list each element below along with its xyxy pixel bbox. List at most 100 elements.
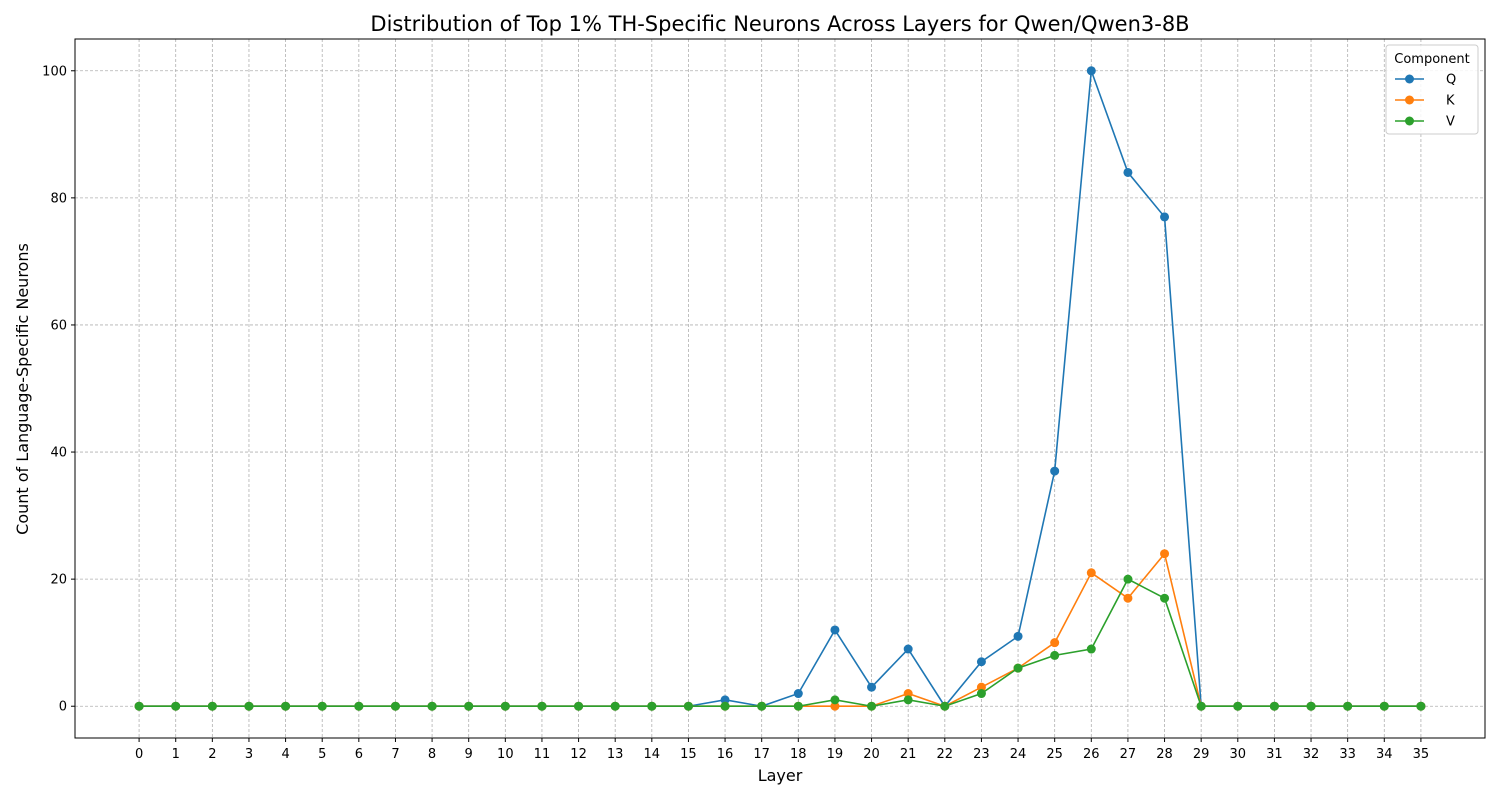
series-v-point bbox=[1416, 701, 1426, 711]
x-tick-label: 23 bbox=[973, 747, 990, 762]
x-tick-label: 25 bbox=[1046, 747, 1063, 762]
x-tick-label: 33 bbox=[1339, 747, 1356, 762]
x-tick-label: 30 bbox=[1230, 747, 1247, 762]
series-v-point bbox=[793, 701, 803, 711]
x-tick-label: 32 bbox=[1303, 747, 1320, 762]
series-q-point bbox=[1086, 66, 1096, 76]
series-k-point bbox=[1123, 593, 1133, 603]
series-v-point bbox=[1160, 593, 1170, 603]
series-v-point bbox=[1123, 574, 1133, 584]
series-q-point bbox=[830, 625, 840, 635]
legend-marker-k bbox=[1405, 95, 1414, 105]
series-q-point bbox=[1160, 212, 1170, 222]
series-v-point bbox=[1379, 701, 1389, 711]
series-v-point bbox=[1343, 701, 1353, 711]
x-tick-label: 19 bbox=[827, 747, 844, 762]
x-tick-label: 26 bbox=[1083, 747, 1100, 762]
series-v-point bbox=[354, 701, 364, 711]
x-tick-label: 29 bbox=[1193, 747, 1210, 762]
y-tick-label: 100 bbox=[42, 64, 67, 79]
y-axis-label: Count of Language-Specific Neurons bbox=[13, 243, 32, 535]
series-v-point bbox=[1013, 663, 1023, 673]
series-q-point bbox=[1013, 631, 1023, 641]
series-v-point bbox=[500, 701, 510, 711]
x-tick-label: 22 bbox=[937, 747, 954, 762]
x-tick-label: 21 bbox=[900, 747, 917, 762]
series-q-point bbox=[1123, 167, 1133, 177]
legend-marker-v bbox=[1405, 116, 1414, 126]
series-v-point bbox=[647, 701, 657, 711]
x-tick-label: 24 bbox=[1010, 747, 1027, 762]
series-v-point bbox=[867, 701, 877, 711]
grid bbox=[75, 39, 1485, 738]
legend-label-q: Q bbox=[1446, 73, 1456, 88]
x-tick-label: 20 bbox=[863, 747, 880, 762]
series-v-point bbox=[1233, 701, 1243, 711]
series-v-point bbox=[427, 701, 437, 711]
series-k-point bbox=[1086, 568, 1096, 578]
series-q-point bbox=[976, 657, 986, 667]
x-tick-label: 2 bbox=[208, 747, 216, 762]
series-k-point bbox=[1160, 549, 1170, 559]
series-q-line bbox=[139, 70, 1421, 708]
series-k-line bbox=[139, 551, 1421, 708]
chart-title: Distribution of Top 1% TH-Specific Neuro… bbox=[370, 12, 1189, 36]
series-v-point bbox=[683, 701, 693, 711]
legend-label-k: K bbox=[1446, 94, 1455, 109]
x-tick-label: 4 bbox=[281, 747, 289, 762]
series-layer bbox=[134, 66, 1426, 711]
x-tick-label: 10 bbox=[497, 747, 514, 762]
series-q-point bbox=[793, 689, 803, 699]
series-q-point bbox=[903, 644, 913, 654]
x-tick-label: 5 bbox=[318, 747, 326, 762]
x-tick-label: 9 bbox=[465, 747, 473, 762]
legend-title: Component bbox=[1394, 52, 1469, 67]
series-v-point bbox=[1269, 701, 1279, 711]
x-tick-label: 0 bbox=[135, 747, 143, 762]
x-tick-label: 27 bbox=[1120, 747, 1137, 762]
x-tick-label: 16 bbox=[717, 747, 734, 762]
series-v-point bbox=[574, 701, 584, 711]
legend-label-v: V bbox=[1446, 115, 1455, 130]
plot-frame bbox=[74, 38, 1486, 739]
x-tick-label: 18 bbox=[790, 747, 807, 762]
legend: Component QKV bbox=[1385, 44, 1479, 135]
legend-marker-q bbox=[1405, 74, 1414, 84]
x-tick-label: 34 bbox=[1376, 747, 1393, 762]
series-v-point bbox=[1196, 701, 1206, 711]
series-k bbox=[134, 549, 1426, 711]
x-tick-label: 28 bbox=[1156, 747, 1173, 762]
x-tick-label: 31 bbox=[1266, 747, 1283, 762]
x-tick-label: 7 bbox=[391, 747, 399, 762]
axes: 0 1 2 3 4 5 6 7 8 9 10 11 12 13 14 15 16 17 18 19 20 21 22 23 24… bbox=[42, 64, 1429, 762]
series-v-point bbox=[757, 701, 767, 711]
series-v-point bbox=[390, 701, 400, 711]
series-v-point bbox=[464, 701, 474, 711]
series-v-point bbox=[720, 701, 730, 711]
series-k-point bbox=[1050, 638, 1060, 648]
y-tick-label: 0 bbox=[59, 700, 67, 715]
series-v-point bbox=[317, 701, 327, 711]
series-v-point bbox=[281, 701, 291, 711]
x-tick-label: 3 bbox=[245, 747, 253, 762]
x-tick-label: 11 bbox=[534, 747, 551, 762]
series-v-line bbox=[139, 578, 1421, 708]
x-tick-label: 15 bbox=[680, 747, 697, 762]
x-tick-label: 13 bbox=[607, 747, 624, 762]
y-tick-label: 80 bbox=[50, 191, 67, 206]
series-v-point bbox=[244, 701, 254, 711]
y-tick-label: 20 bbox=[50, 573, 67, 588]
series-v-point bbox=[1050, 650, 1060, 660]
x-tick-label: 17 bbox=[753, 747, 770, 762]
series-k-point bbox=[903, 689, 913, 699]
series-v-point bbox=[171, 701, 181, 711]
x-tick-label: 35 bbox=[1413, 747, 1430, 762]
series-v-point bbox=[830, 695, 840, 705]
x-axis-label: Layer bbox=[758, 766, 803, 785]
series-v-point bbox=[537, 701, 547, 711]
x-tick-label: 14 bbox=[644, 747, 661, 762]
y-tick-label: 40 bbox=[50, 446, 67, 461]
series-v-point bbox=[976, 689, 986, 699]
series-v bbox=[134, 574, 1426, 711]
